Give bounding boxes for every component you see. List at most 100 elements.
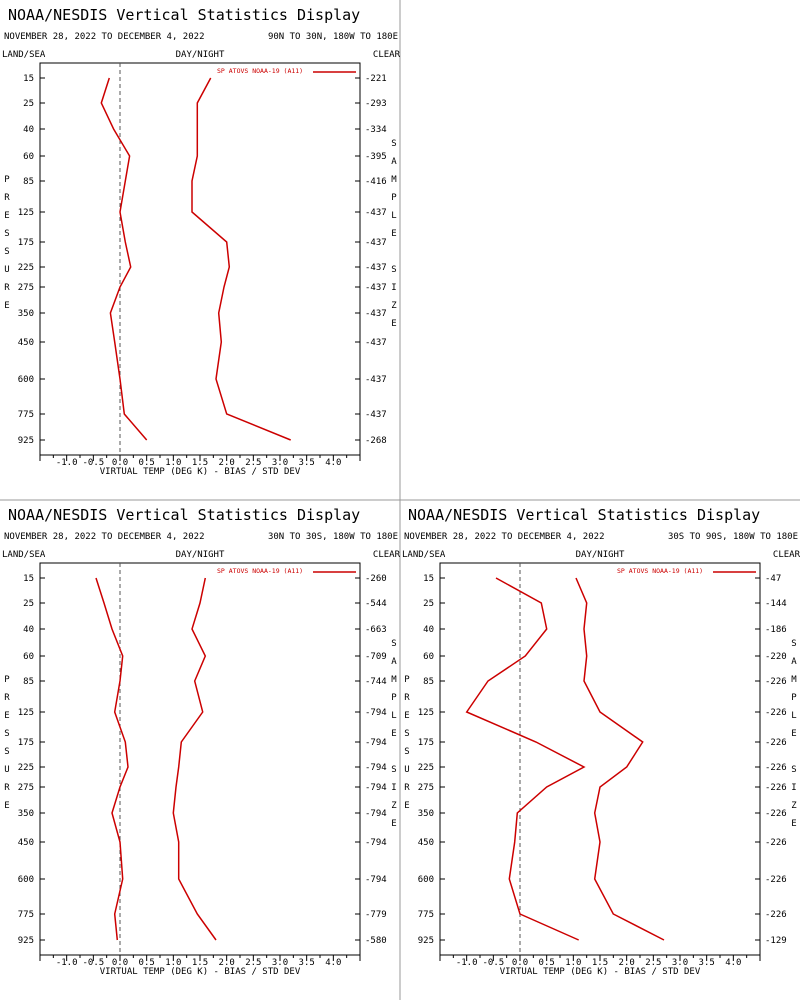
chart-panel: NOAA/NESDIS Vertical Statistics Display N… [2, 6, 401, 477]
pressure-axis-letter: E [4, 711, 9, 721]
sample-size-label: -226 [765, 809, 787, 819]
sample-size-label: -544 [365, 599, 387, 609]
pressure-axis-letter: E [404, 801, 409, 811]
pressure-axis-letter: S [4, 229, 9, 239]
sample-size-label: -744 [365, 677, 387, 687]
x-tick-label: 4.0 [325, 458, 341, 468]
sample-axis-letter: P [391, 193, 397, 203]
x-axis-label: VIRTUAL TEMP (DEG K) - BIAS / STD DEV [100, 467, 301, 477]
sample-size-label: -794 [365, 763, 387, 773]
date-range: NOVEMBER 28, 2022 TO DECEMBER 4, 2022 [404, 532, 604, 542]
x-tick-label: 3.0 [672, 958, 688, 968]
pressure-level-label: 85 [423, 677, 434, 687]
pressure-axis-letter: P [4, 675, 10, 685]
sample-size-label: -794 [365, 875, 387, 885]
sample-size-label: -395 [365, 152, 387, 162]
x-tick-label: -1.0 [56, 958, 78, 968]
pressure-axis-letter: P [4, 175, 10, 185]
pressure-axis-letter: S [4, 747, 9, 757]
sample-axis-letter: A [391, 657, 397, 667]
size-axis-letter: Z [391, 301, 397, 311]
sample-axis-letter: M [391, 175, 397, 185]
sample-size-label: -334 [365, 125, 387, 135]
legend-label: SP ATOVS NOAA-19 (A11) [217, 67, 303, 75]
pressure-axis-letter: S [404, 747, 409, 757]
x-axis-label: VIRTUAL TEMP (DEG K) - BIAS / STD DEV [500, 967, 701, 977]
sample-axis-letter: P [791, 693, 797, 703]
pressure-level-label: 350 [18, 809, 34, 819]
pressure-axis-letter: E [4, 211, 9, 221]
chart-title: NOAA/NESDIS Vertical Statistics Display [8, 6, 360, 24]
pressure-level-label: 925 [418, 936, 434, 946]
sample-size-label: -226 [765, 738, 787, 748]
pressure-level-label: 25 [23, 99, 34, 109]
pressure-level-label: 85 [23, 677, 34, 687]
pressure-level-label: 125 [18, 708, 34, 718]
pressure-axis-letter: S [4, 247, 9, 257]
x-tick-label: 3.5 [299, 458, 315, 468]
land-sea-label: LAND/SEA [2, 550, 46, 560]
x-tick-label: -0.5 [82, 958, 104, 968]
sample-size-label: -437 [365, 238, 387, 248]
pressure-level-label: 600 [418, 875, 434, 885]
land-sea-label: LAND/SEA [2, 50, 46, 60]
pressure-level-label: 125 [18, 208, 34, 218]
size-axis-letter: Z [791, 801, 797, 811]
plot-frame [439, 562, 761, 956]
sample-size-label: -226 [765, 910, 787, 920]
x-tick-label: 0.5 [139, 958, 155, 968]
pressure-level-label: 450 [18, 338, 34, 348]
pressure-level-label: 175 [18, 238, 34, 248]
clear-label: CLEAR [373, 550, 401, 560]
pressure-level-label: 350 [18, 309, 34, 319]
pressure-level-label: 450 [418, 838, 434, 848]
pressure-level-label: 775 [18, 410, 34, 420]
plot-frame [39, 562, 361, 956]
pressure-axis-letter: R [404, 693, 410, 703]
sample-size-label: -144 [765, 599, 787, 609]
chart-panel: NOAA/NESDIS Vertical Statistics Display N… [402, 506, 800, 977]
chart-panel: NOAA/NESDIS Vertical Statistics Display N… [2, 506, 401, 977]
sample-size-label: -221 [365, 74, 387, 84]
sample-axis-letter: S [791, 639, 796, 649]
region-label: 30S TO 90S, 180W TO 180E [668, 532, 798, 542]
pressure-level-label: 40 [423, 625, 434, 635]
sample-size-label: -663 [365, 625, 387, 635]
x-tick-label: 2.0 [219, 458, 235, 468]
pressure-level-label: 25 [23, 599, 34, 609]
size-axis-letter: E [391, 819, 396, 829]
pressure-level-label: 60 [423, 652, 434, 662]
x-tick-label: 4.0 [725, 958, 741, 968]
sample-axis-letter: E [791, 729, 796, 739]
x-tick-label: 2.5 [245, 458, 261, 468]
pressure-level-label: 15 [23, 74, 34, 84]
sample-size-label: -220 [765, 652, 787, 662]
x-tick-label: -0.5 [82, 458, 104, 468]
legend-label: SP ATOVS NOAA-19 (A11) [217, 567, 303, 575]
pressure-level-label: 350 [418, 809, 434, 819]
pressure-level-label: 25 [423, 599, 434, 609]
sample-size-label: -709 [365, 652, 387, 662]
sample-axis-letter: P [391, 693, 397, 703]
sample-size-label: -779 [365, 910, 387, 920]
sample-axis-letter: M [791, 675, 797, 685]
x-tick-label: 0.5 [539, 958, 555, 968]
sample-axis-letter: L [391, 211, 396, 221]
sample-size-label: -129 [765, 936, 787, 946]
chart-title: NOAA/NESDIS Vertical Statistics Display [8, 506, 360, 524]
x-tick-label: 1.0 [165, 958, 181, 968]
pressure-axis-letter: U [404, 765, 409, 775]
size-axis-letter: I [391, 783, 396, 793]
sample-size-label: -580 [365, 936, 387, 946]
pressure-level-label: 60 [23, 652, 34, 662]
stddev-series-line [172, 577, 217, 941]
chart-title: NOAA/NESDIS Vertical Statistics Display [408, 506, 760, 524]
sample-axis-letter: L [391, 711, 396, 721]
pressure-axis-letter: E [404, 711, 409, 721]
sample-size-label: -437 [365, 375, 387, 385]
x-tick-label: 0.5 [139, 458, 155, 468]
sample-size-label: -226 [765, 875, 787, 885]
x-tick-label: 1.5 [192, 958, 208, 968]
day-night-label: DAY/NIGHT [576, 550, 625, 560]
